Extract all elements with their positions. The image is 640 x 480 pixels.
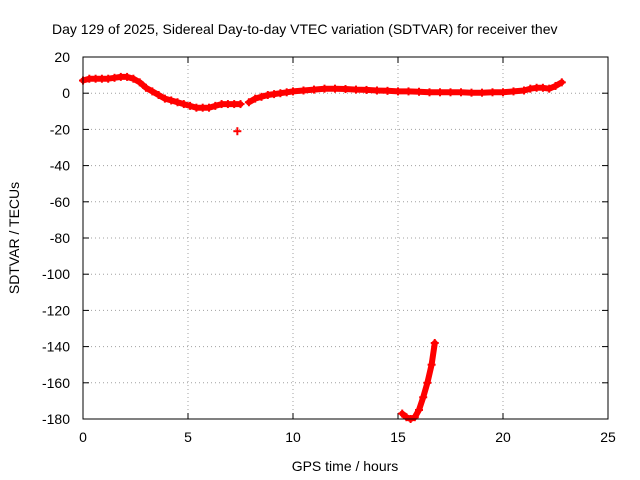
x-tick-label: 5 [184, 429, 192, 445]
data-point [551, 81, 560, 90]
data-point [173, 98, 182, 107]
y-axis-label: SDTVAR / TECUs [6, 182, 22, 294]
data-point [467, 88, 476, 97]
x-tick-label: 15 [390, 429, 406, 445]
series [233, 127, 242, 136]
data-point [478, 88, 486, 97]
plot-frame [82, 56, 609, 420]
data-point [167, 96, 176, 105]
data-point [499, 88, 507, 97]
data-point [415, 87, 423, 96]
data-points [79, 72, 566, 423]
data-point [154, 91, 163, 100]
y-tick-label: -140 [42, 339, 70, 355]
data-point [142, 83, 150, 92]
x-tick-label: 20 [495, 429, 511, 445]
y-tick-label: -120 [42, 302, 70, 318]
data-point [257, 92, 266, 101]
data-point [331, 84, 339, 93]
data-point [129, 74, 138, 83]
data-point [179, 100, 188, 109]
data-point [488, 88, 497, 97]
data-point [545, 84, 554, 93]
data-point [394, 87, 402, 96]
data-point [299, 86, 308, 95]
data-point [289, 87, 297, 96]
y-tick-label: -20 [50, 121, 70, 137]
data-point [233, 127, 242, 136]
data-point [148, 87, 157, 96]
data-point [404, 87, 413, 96]
y-tick-label: -180 [42, 411, 70, 427]
y-tick-label: 0 [62, 85, 70, 101]
data-point [419, 393, 428, 402]
data-point [425, 88, 434, 97]
series [244, 78, 566, 107]
y-tick-label: -160 [42, 375, 70, 391]
data-point [320, 84, 329, 93]
data-point [211, 101, 220, 110]
data-point [352, 85, 360, 94]
series-line [80, 73, 244, 111]
data-point [423, 378, 432, 387]
y-tick-label: -60 [50, 194, 70, 210]
data-point [383, 86, 392, 95]
y-tick-label: -80 [50, 230, 70, 246]
data-point [457, 88, 465, 97]
data-point [427, 360, 436, 369]
data-point [446, 88, 455, 97]
data-point [410, 413, 419, 422]
data-point [520, 86, 528, 95]
x-axis-label: GPS time / hours [292, 458, 399, 474]
data-point [557, 78, 566, 87]
axis-ticks: 0 5 10 15 20 25 20 0 -20 -40 -60 -80 -100 -120 -140 -16… [42, 49, 616, 445]
data-point [205, 103, 213, 112]
data-point [186, 101, 195, 110]
data-point [373, 86, 381, 95]
x-tick-label: 25 [600, 429, 616, 445]
data-point [135, 78, 144, 87]
data-point [436, 88, 444, 97]
data-point [251, 94, 260, 103]
x-tick-label: 0 [79, 429, 87, 445]
data-point [402, 413, 411, 422]
data-point [415, 405, 423, 414]
data-point [362, 85, 371, 94]
series [398, 338, 439, 423]
data-point [398, 409, 407, 418]
data-point [244, 98, 253, 107]
data-point [310, 85, 318, 94]
grid [83, 57, 608, 419]
chart-title: Day 129 of 2025, Sidereal Day-to-day VTE… [52, 21, 558, 37]
x-tick-label: 10 [285, 429, 301, 445]
y-tick-label: 20 [54, 49, 70, 65]
data-point [341, 85, 350, 94]
data-point [123, 72, 132, 81]
data-point [430, 338, 439, 347]
series [79, 72, 245, 112]
data-point [509, 87, 518, 96]
data-point [236, 100, 245, 109]
y-tick-label: -100 [42, 266, 70, 282]
data-point [160, 94, 169, 103]
y-tick-label: -40 [50, 158, 70, 174]
